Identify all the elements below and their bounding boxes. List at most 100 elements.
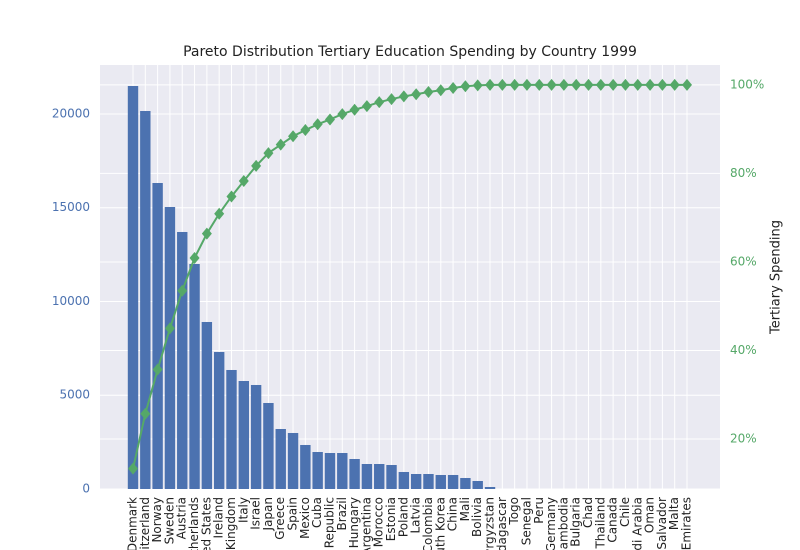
x-tick-label: Hungary: [347, 497, 361, 548]
bar: [140, 110, 151, 489]
x-tick-label: United Kingdom: [224, 497, 238, 550]
bar: [300, 444, 311, 489]
x-tick-label: Latvia: [409, 497, 423, 534]
x-tick-label: Oman: [643, 497, 657, 533]
x-tick-label: Israel: [249, 497, 263, 530]
x-tick-label: Austria: [175, 497, 189, 539]
marker: [164, 322, 175, 335]
bar: [447, 474, 459, 489]
x-tick-label: Greece: [273, 497, 287, 540]
bar: [460, 477, 471, 489]
x-tick-label: Chile: [618, 497, 632, 527]
marker: [361, 100, 372, 113]
bar: [238, 380, 249, 489]
x-tick-label: South Korea: [433, 497, 447, 550]
x-tick-label: Poland: [396, 497, 410, 537]
bar: [164, 206, 176, 489]
x-tick-label: Norway: [150, 497, 164, 543]
x-tick-label: Senegal: [519, 497, 533, 545]
x-tick-label: Cuba: [310, 497, 324, 528]
x-tick-label: Estonia: [384, 497, 398, 541]
x-tick-label: Thailand: [593, 497, 607, 550]
marker: [386, 93, 397, 106]
x-tick-label: Denmark: [126, 497, 140, 550]
bar: [349, 458, 360, 489]
bar: [189, 263, 200, 489]
y2-tick-label: 100%: [730, 77, 764, 91]
y-tick-label: 10000: [52, 294, 90, 308]
y2-tick-label: 40%: [730, 343, 757, 357]
marker: [140, 407, 151, 420]
marker: [669, 78, 680, 91]
x-tick-label: Netherlands: [187, 497, 201, 550]
marker: [189, 251, 200, 264]
bar: [410, 473, 422, 489]
bar: [213, 351, 225, 489]
x-tick-label: Czech Republic: [322, 497, 336, 550]
marker: [324, 113, 335, 126]
y-tick-label: 15000: [52, 200, 90, 214]
x-tick-label: Spain: [286, 497, 300, 531]
x-tick-label: Italy: [236, 497, 250, 523]
marker: [571, 78, 582, 91]
x-tick-label: Kyrgyzstan: [483, 497, 497, 550]
bar: [250, 384, 262, 489]
bar: [361, 464, 373, 489]
marker: [509, 78, 520, 91]
x-tick-label: Peru: [532, 497, 546, 524]
y-tick-label: 5000: [59, 388, 90, 402]
marker: [460, 80, 471, 93]
marker: [300, 124, 311, 137]
y-tick-label: 20000: [52, 106, 90, 120]
x-tick-label: Canada: [606, 497, 620, 543]
x-tick-label: Argentina: [359, 497, 373, 550]
bar: [226, 369, 237, 489]
marker: [608, 78, 619, 91]
x-tick-label: Togo: [507, 497, 521, 526]
x-tick-label: Switzerland: [138, 497, 152, 550]
marker: [657, 78, 668, 91]
x-tick-label: United States: [199, 497, 213, 550]
x-tick-label: Mali: [458, 497, 472, 521]
x-tick-label: Bulgaria: [569, 497, 583, 547]
marker: [275, 138, 286, 151]
chart-title: Pareto Distribution Tertiary Education S…: [183, 44, 637, 60]
marker: [288, 130, 299, 143]
marker: [472, 79, 483, 92]
bar: [127, 86, 139, 490]
marker: [238, 174, 249, 187]
bar: [201, 321, 213, 489]
x-tick-label: Morocco: [372, 497, 386, 547]
y2-tick-label: 60%: [730, 254, 757, 268]
bar: [152, 182, 163, 489]
marker: [128, 462, 138, 475]
marker: [620, 78, 631, 91]
marker: [201, 227, 212, 240]
line: [132, 83, 687, 469]
x-tick-label: Chad: [581, 497, 595, 528]
bar: [374, 464, 385, 489]
bar: [324, 452, 336, 489]
marker: [595, 78, 606, 91]
y2-axis-label: Tertiary Spending: [769, 220, 784, 335]
marker: [448, 82, 459, 95]
x-tick-label: El Salvador: [655, 497, 669, 550]
marker: [263, 147, 274, 160]
bar: [398, 471, 410, 489]
bar: [423, 473, 434, 489]
marker: [214, 207, 225, 220]
marker: [682, 78, 692, 91]
marker: [558, 78, 569, 91]
marker: [546, 78, 557, 91]
bar: [435, 474, 446, 489]
x-tick-label: Sweden: [162, 497, 176, 544]
marker: [423, 85, 434, 98]
marker: [398, 90, 409, 103]
marker: [251, 159, 262, 172]
x-tick-label: Saudi Arabia: [630, 497, 644, 550]
x-tick-label: Japan: [261, 497, 275, 531]
bar: [337, 452, 348, 489]
x-tick-label: United Arab Emirates: [680, 497, 694, 550]
bar: [263, 402, 274, 489]
